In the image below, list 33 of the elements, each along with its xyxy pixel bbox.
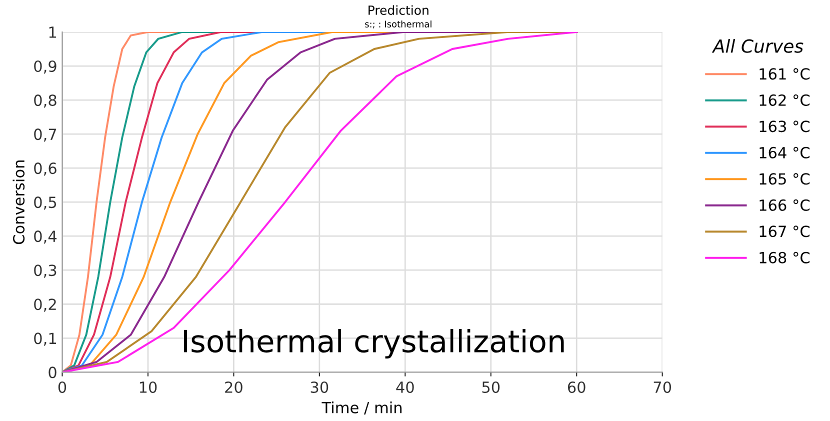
x-tick-label: 0 <box>58 381 66 394</box>
x-tick-label: 50 <box>482 381 500 394</box>
y-tick-label: 0,4 <box>34 230 57 244</box>
y-tick-label: 0,7 <box>34 128 56 142</box>
x-tick-label: 10 <box>140 381 157 394</box>
legend-label: 164 °C <box>760 146 810 158</box>
y-tick-label: 0,9 <box>34 60 56 74</box>
x-tick-label: 70 <box>654 381 672 394</box>
legend-label: 161 °C <box>760 68 810 80</box>
chart-subtitle: s:; : Isothermal <box>365 20 432 28</box>
y-tick-label: 0,2 <box>34 298 56 312</box>
legend-label: 167 °C <box>760 226 810 238</box>
y-tick-label: 0,6 <box>34 162 56 176</box>
x-axis-title: Time / min <box>322 402 402 415</box>
x-tick-label: 30 <box>310 381 328 394</box>
y-tick-label: 0 <box>48 366 56 378</box>
legend-label: 162 °C <box>760 94 810 106</box>
x-tick-label: 60 <box>568 381 586 394</box>
legend-title: All Curves <box>712 38 804 53</box>
legend-label: 168 °C <box>760 252 810 264</box>
legend-label: 165 °C <box>760 173 810 185</box>
legend-label: 166 °C <box>760 199 810 211</box>
x-tick-label: 20 <box>225 381 242 394</box>
y-axis-title: Conversion <box>12 160 25 244</box>
y-tick-label: 1 <box>49 26 56 38</box>
y-tick-label: 0,3 <box>34 264 56 278</box>
chart-title: Prediction <box>368 5 428 15</box>
legend-label: 163 °C <box>760 120 810 132</box>
x-tick-label: 40 <box>396 381 414 394</box>
annotation: Isothermal crystallization <box>184 328 564 359</box>
y-tick-label: 0,8 <box>34 94 56 108</box>
y-tick-label: 0,1 <box>34 332 56 346</box>
y-tick-label: 0,5 <box>34 196 56 210</box>
